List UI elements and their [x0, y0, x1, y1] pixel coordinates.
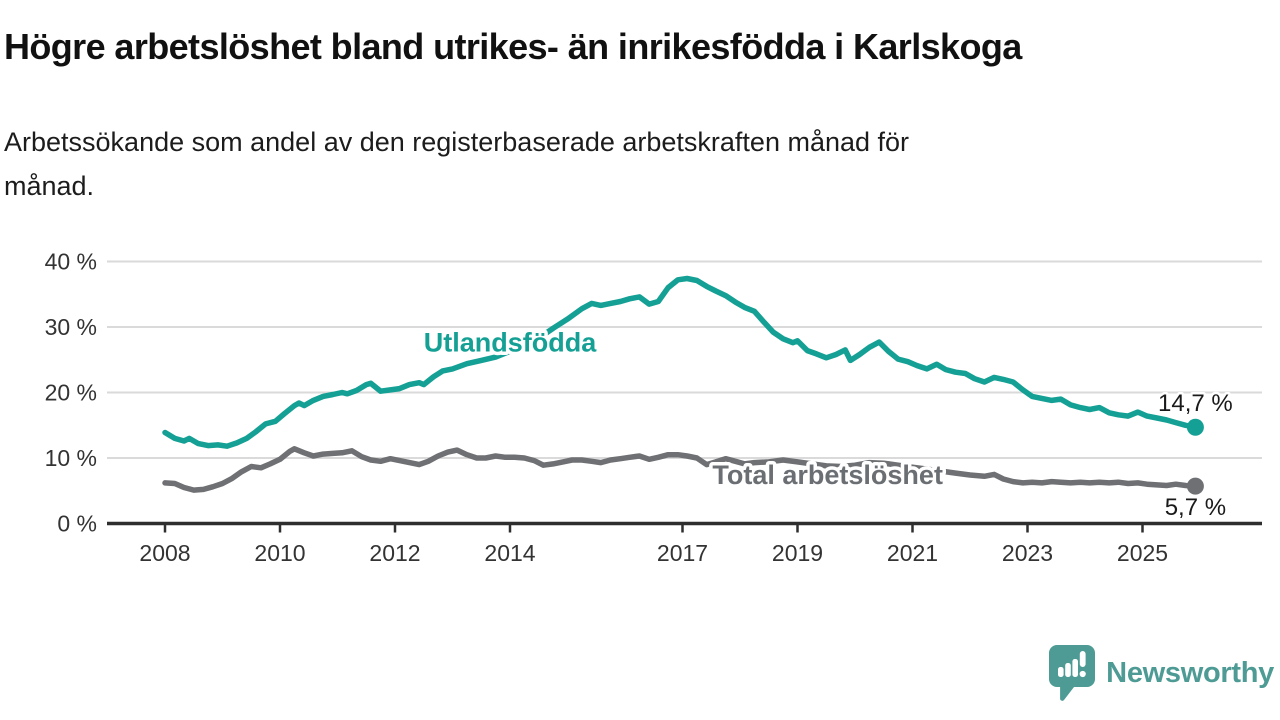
subtitle-line-1: Arbetssökande som andel av den registerb… — [4, 127, 910, 157]
y-axis-tick-label: 30 % — [45, 314, 97, 340]
series-label: Total arbetslöshet — [712, 460, 943, 490]
series-end-dot — [1186, 477, 1204, 495]
x-axis-tick-label: 2023 — [1002, 540, 1053, 566]
series-end-value-label: 5,7 % — [1165, 494, 1226, 521]
chart-title: Högre arbetslöshet bland utrikes- än inr… — [4, 26, 1022, 67]
x-axis-tick-label: 2008 — [139, 540, 190, 566]
brand-name: Newsworthy — [1106, 656, 1274, 689]
x-axis-tick-label: 2014 — [484, 540, 535, 566]
chart-subtitle: Arbetssökande som andel av den registerb… — [4, 120, 1224, 208]
newsworthy-logo-icon — [1049, 645, 1096, 701]
subtitle-line-2: månad. — [4, 171, 95, 201]
series-end-value-label: 14,7 % — [1158, 390, 1233, 417]
series-end-dot — [1186, 418, 1204, 436]
x-axis-tick-label: 2017 — [657, 540, 708, 566]
y-axis-tick-label: 20 % — [45, 380, 97, 406]
y-axis-tick-label: 0 % — [57, 511, 97, 537]
x-axis-tick-label: 2021 — [887, 540, 938, 566]
x-axis-tick-label: 2025 — [1117, 540, 1168, 566]
series-label: Utlandsfödda — [424, 328, 597, 358]
x-axis-tick-label: 2010 — [254, 540, 305, 566]
y-axis-tick-label: 10 % — [45, 445, 97, 471]
x-axis-tick-label: 2012 — [369, 540, 420, 566]
x-axis-tick-label: 2019 — [772, 540, 823, 566]
y-axis-tick-label: 40 % — [45, 249, 97, 275]
chart-line-utlandsf-dda — [162, 275, 1199, 449]
logo-bubble — [1049, 645, 1096, 701]
brand-footer: Newsworthy — [1048, 644, 1274, 702]
chart-line-total-arbetsl-shet — [162, 446, 1199, 493]
